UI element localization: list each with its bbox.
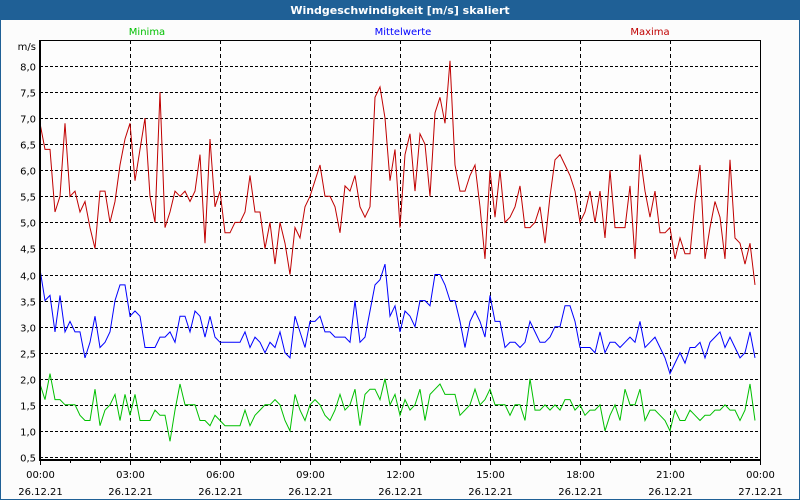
y-tick-label: 5,0 xyxy=(20,219,36,230)
y-tick-label: 2,5 xyxy=(20,350,36,361)
y-tick-label: 7,0 xyxy=(20,115,36,126)
y-tick-label: 1,5 xyxy=(20,402,36,413)
wind-speed-chart: m/s Minima Mittelwerte Maxima 0,5 1,0 1,5 2… xyxy=(18,27,783,498)
y-tick-label: 3,0 xyxy=(20,324,36,335)
y-tick-label: 7,5 xyxy=(20,89,36,100)
x-tick-date: 26.12.21 xyxy=(558,487,603,498)
x-tick-date: 26.12.21 xyxy=(468,487,513,498)
x-tick-date: 26.12.21 xyxy=(108,487,153,498)
x-tick-time: 06:00 xyxy=(206,470,235,481)
x-tick-time: 21:00 xyxy=(656,470,685,481)
y-tick-label: 8,0 xyxy=(20,63,36,74)
x-tick-date: 27.12.21 xyxy=(738,487,783,498)
y-tick-label: 4,5 xyxy=(20,245,36,256)
x-tick-time: 00:00 xyxy=(26,470,55,481)
legend-mittelwerte: Mittelwerte xyxy=(375,27,432,38)
x-tick-date: 26.12.21 xyxy=(18,487,63,498)
series-line-minima xyxy=(39,373,756,442)
y-tick-label: 0,5 xyxy=(20,454,36,465)
x-tick-date: 26.12.21 xyxy=(648,487,693,498)
y-tick-label: 6,0 xyxy=(20,167,36,178)
x-tick-time: 15:00 xyxy=(476,470,505,481)
x-tick-time: 18:00 xyxy=(566,470,595,481)
y-tick-label: 3,5 xyxy=(20,298,36,309)
legend-minima: Minima xyxy=(129,27,165,38)
x-tick-time: 03:00 xyxy=(116,470,145,481)
x-tick-time: 12:00 xyxy=(386,470,415,481)
x-tick-time: 00:00 xyxy=(746,470,775,481)
x-tick-date: 26.12.21 xyxy=(288,487,333,498)
x-tick-time: 09:00 xyxy=(296,470,325,481)
y-tick-label: 4,0 xyxy=(20,272,36,283)
y-tick-label: 1,0 xyxy=(20,428,36,439)
legend-maxima: Maxima xyxy=(630,27,669,38)
x-tick-date: 26.12.21 xyxy=(198,487,243,498)
chart-title: Windgeschwindigkeit [m/s] skaliert xyxy=(1,1,799,20)
y-axis-unit-label: m/s xyxy=(18,42,36,53)
y-tick-label: 6,5 xyxy=(20,141,36,152)
series-line-mittelwerte xyxy=(39,263,756,375)
series-line-maxima xyxy=(39,60,756,285)
x-tick-date: 26.12.21 xyxy=(378,487,423,498)
y-tick-label: 5,5 xyxy=(20,193,36,204)
y-tick-label: 2,0 xyxy=(20,376,36,387)
